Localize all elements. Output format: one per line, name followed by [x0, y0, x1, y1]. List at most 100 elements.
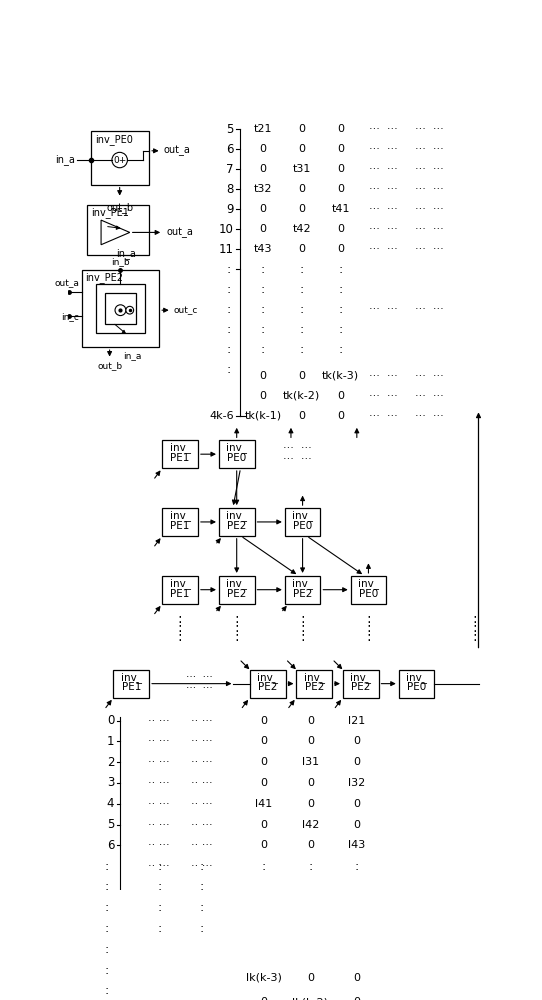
Text: 0: 0 [260, 164, 267, 174]
Text: 5: 5 [107, 818, 114, 831]
Text: :: : [105, 860, 108, 873]
Bar [219, 508, 255, 536]
Text: :: : [354, 860, 359, 873]
Bar [399, 670, 434, 698]
Bar [162, 508, 198, 536]
Text: 0: 0 [353, 799, 360, 809]
Bar [87, 205, 149, 255]
Bar [285, 508, 320, 536]
Text: 6: 6 [107, 839, 114, 852]
Text: 0: 0 [337, 164, 344, 174]
Text: 5: 5 [226, 123, 234, 136]
Text: ···  ···: ··· ··· [369, 124, 397, 134]
Text: :: : [338, 283, 343, 296]
Bar [351, 576, 386, 604]
Text: :: : [338, 343, 343, 356]
Text: 7: 7 [226, 163, 234, 176]
Text: inv_: inv_ [358, 578, 379, 589]
Text: 6: 6 [226, 143, 234, 156]
Text: ·· ···: ·· ··· [149, 736, 170, 746]
Text: PE2: PE2 [293, 589, 312, 599]
Text: ·· ···: ·· ··· [191, 757, 212, 767]
Text: :: : [226, 363, 230, 376]
Text: 0: 0 [298, 411, 305, 421]
Text: :: : [105, 964, 108, 977]
Text: ·· ···: ·· ··· [191, 799, 212, 809]
Text: :: : [178, 621, 183, 635]
Text: out_b: out_b [97, 361, 122, 370]
Text: inv_: inv_ [121, 672, 142, 683]
Text: ·· ···: ·· ··· [191, 861, 212, 871]
Bar [162, 440, 198, 468]
Text: inv_PE1: inv_PE1 [91, 207, 129, 218]
Text: 0: 0 [307, 778, 314, 788]
Text: ·· ···: ·· ··· [149, 799, 170, 809]
Text: t32: t32 [254, 184, 272, 194]
Text: :: : [234, 630, 239, 644]
Bar [250, 670, 286, 698]
Text: ·· ···: ·· ··· [149, 757, 170, 767]
Text: :: : [300, 343, 304, 356]
Text: PE2: PE2 [305, 682, 324, 692]
Text: inv_: inv_ [292, 510, 313, 521]
Text: :: : [157, 922, 162, 935]
Text: out_a: out_a [163, 146, 190, 156]
Text: :: : [472, 612, 477, 626]
Text: ···  ···: ··· ··· [186, 672, 213, 682]
Text: in_c: in_c [61, 312, 79, 321]
Text: :: : [226, 303, 230, 316]
Text: l42: l42 [302, 820, 319, 830]
Text: ···  ···: ··· ··· [369, 304, 397, 314]
Text: 0: 0 [260, 820, 267, 830]
Text: :: : [178, 612, 183, 626]
Bar [296, 670, 332, 698]
Text: inv_PE2: inv_PE2 [86, 272, 124, 283]
Text: inv_: inv_ [170, 443, 191, 453]
Text: PE2: PE2 [227, 589, 247, 599]
Text: 0: 0 [307, 973, 314, 983]
Text: 0: 0 [260, 778, 267, 788]
Text: 0: 0 [260, 716, 267, 726]
Text: ·· ···: ·· ··· [149, 716, 170, 726]
Text: l31: l31 [302, 757, 319, 767]
Text: 0: 0 [307, 716, 314, 726]
Text: 3: 3 [107, 776, 114, 789]
Text: inv_: inv_ [292, 578, 313, 589]
Bar [219, 576, 255, 604]
Text: 1: 1 [107, 735, 114, 748]
Bar [219, 440, 255, 468]
Text: 0: 0 [298, 244, 305, 254]
Text: t21: t21 [254, 124, 272, 134]
Circle shape [126, 306, 134, 314]
Text: 9: 9 [226, 203, 234, 216]
Text: ···  ···: ··· ··· [415, 164, 444, 174]
Text: PE2: PE2 [227, 521, 247, 531]
Text: 0: 0 [260, 224, 267, 234]
Text: 4k-6: 4k-6 [209, 411, 234, 421]
Text: inv_: inv_ [226, 578, 247, 589]
Text: inv_: inv_ [226, 443, 247, 453]
Text: :: : [261, 283, 265, 296]
Text: :: : [199, 860, 204, 873]
Text: :: : [308, 860, 312, 873]
Text: :: : [199, 922, 204, 935]
Text: 0: 0 [107, 714, 114, 727]
Text: 2: 2 [107, 756, 114, 769]
Text: ···  ···: ··· ··· [369, 184, 397, 194]
Text: :: : [105, 943, 108, 956]
Text: PE1: PE1 [170, 453, 190, 463]
Text: :: : [366, 630, 371, 644]
Text: ···  ···: ··· ··· [369, 204, 397, 214]
Text: PE2: PE2 [258, 682, 278, 692]
Text: :: : [338, 303, 343, 316]
Text: :: : [262, 860, 266, 873]
Text: PE0: PE0 [359, 589, 378, 599]
Text: l32: l32 [348, 778, 365, 788]
Text: :: : [105, 880, 108, 893]
Text: 0: 0 [260, 757, 267, 767]
Text: ·· ···: ·· ··· [191, 820, 212, 830]
Bar [91, 131, 149, 185]
Text: :: : [300, 630, 305, 644]
Text: ···  ···: ··· ··· [369, 144, 397, 154]
Text: :: : [366, 612, 371, 626]
